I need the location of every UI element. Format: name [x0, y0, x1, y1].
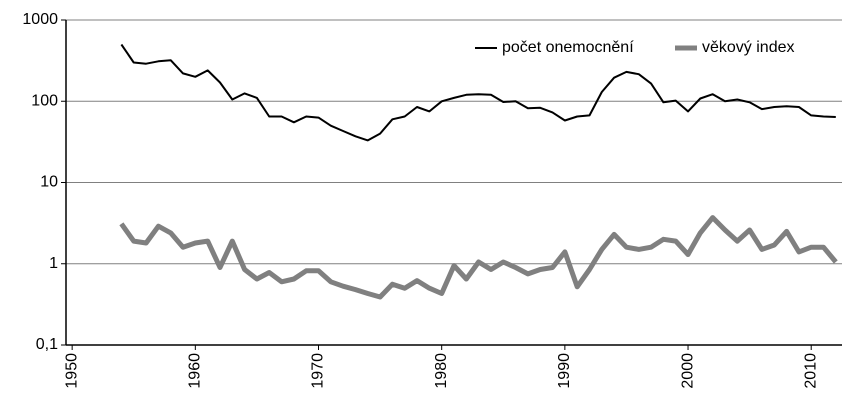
x-tick-label: 2010 — [802, 353, 819, 389]
y-tick-label: 1000 — [22, 11, 58, 28]
x-tick-label: 1990 — [556, 353, 573, 389]
x-tick-label: 1960 — [187, 353, 204, 389]
x-tick-label: 1970 — [310, 353, 327, 389]
x-tick-label: 2000 — [679, 353, 696, 389]
legend-label: věkový index — [702, 39, 795, 56]
y-tick-label: 0,1 — [36, 336, 58, 353]
y-tick-label: 1 — [49, 255, 58, 272]
series-line — [120, 43, 836, 142]
series-line — [119, 215, 838, 300]
y-tick-label: 100 — [31, 92, 58, 109]
x-tick-label: 1950 — [63, 353, 80, 389]
legend-label: počet onemocnění — [502, 39, 634, 56]
x-tick-label: 1980 — [433, 353, 450, 389]
y-tick-label: 10 — [40, 174, 58, 191]
